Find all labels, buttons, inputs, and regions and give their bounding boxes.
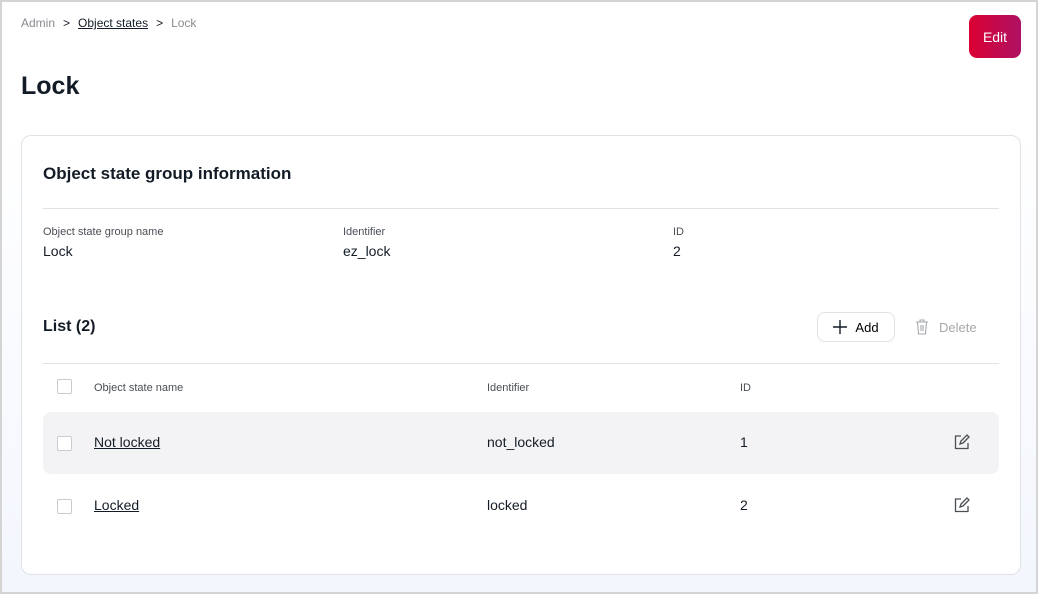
breadcrumb-current: Lock: [171, 16, 197, 30]
divider: [43, 208, 999, 209]
add-label: Add: [855, 319, 879, 335]
field-label: Identifier: [343, 226, 386, 238]
info-card: Object state group information Object st…: [21, 135, 1021, 575]
page-title: Lock: [21, 72, 80, 100]
field-value: ez_lock: [343, 243, 391, 259]
table-row: Not locked not_locked 1: [43, 412, 999, 474]
edit-icon[interactable]: [954, 434, 970, 450]
state-name-link[interactable]: Locked: [94, 497, 140, 513]
column-header: Object state name: [94, 382, 184, 394]
state-name-link[interactable]: Not locked: [94, 434, 161, 450]
select-all-checkbox[interactable]: [57, 379, 72, 394]
divider: [43, 363, 999, 364]
breadcrumb-admin[interactable]: Admin: [21, 16, 56, 30]
edit-button[interactable]: Edit: [969, 15, 1021, 58]
id: 1: [740, 434, 748, 450]
table-row: Locked locked 2: [43, 475, 999, 537]
identifier: not_locked: [487, 434, 555, 450]
section-title: Object state group information: [43, 164, 292, 183]
row-checkbox[interactable]: [57, 436, 72, 451]
field-value: Lock: [43, 243, 73, 259]
field-value: 2: [673, 243, 681, 259]
delete-label: Delete: [939, 319, 977, 335]
id: 2: [740, 497, 748, 513]
trash-icon: [916, 319, 928, 335]
add-button[interactable]: Add: [817, 312, 895, 342]
delete-button[interactable]: Delete: [915, 312, 977, 342]
field-label: ID: [673, 226, 684, 238]
breadcrumb-object-states[interactable]: Object states: [78, 16, 149, 30]
field-label: Object state group name: [43, 226, 164, 238]
row-checkbox[interactable]: [57, 499, 72, 514]
column-header: Identifier: [487, 382, 530, 394]
edit-icon[interactable]: [954, 497, 970, 513]
identifier: locked: [487, 497, 528, 513]
plus-icon: [833, 320, 848, 334]
list-title: List (2): [43, 318, 96, 335]
column-header: ID: [740, 382, 751, 394]
breadcrumb: Admin > Object states > Lock: [21, 16, 197, 30]
